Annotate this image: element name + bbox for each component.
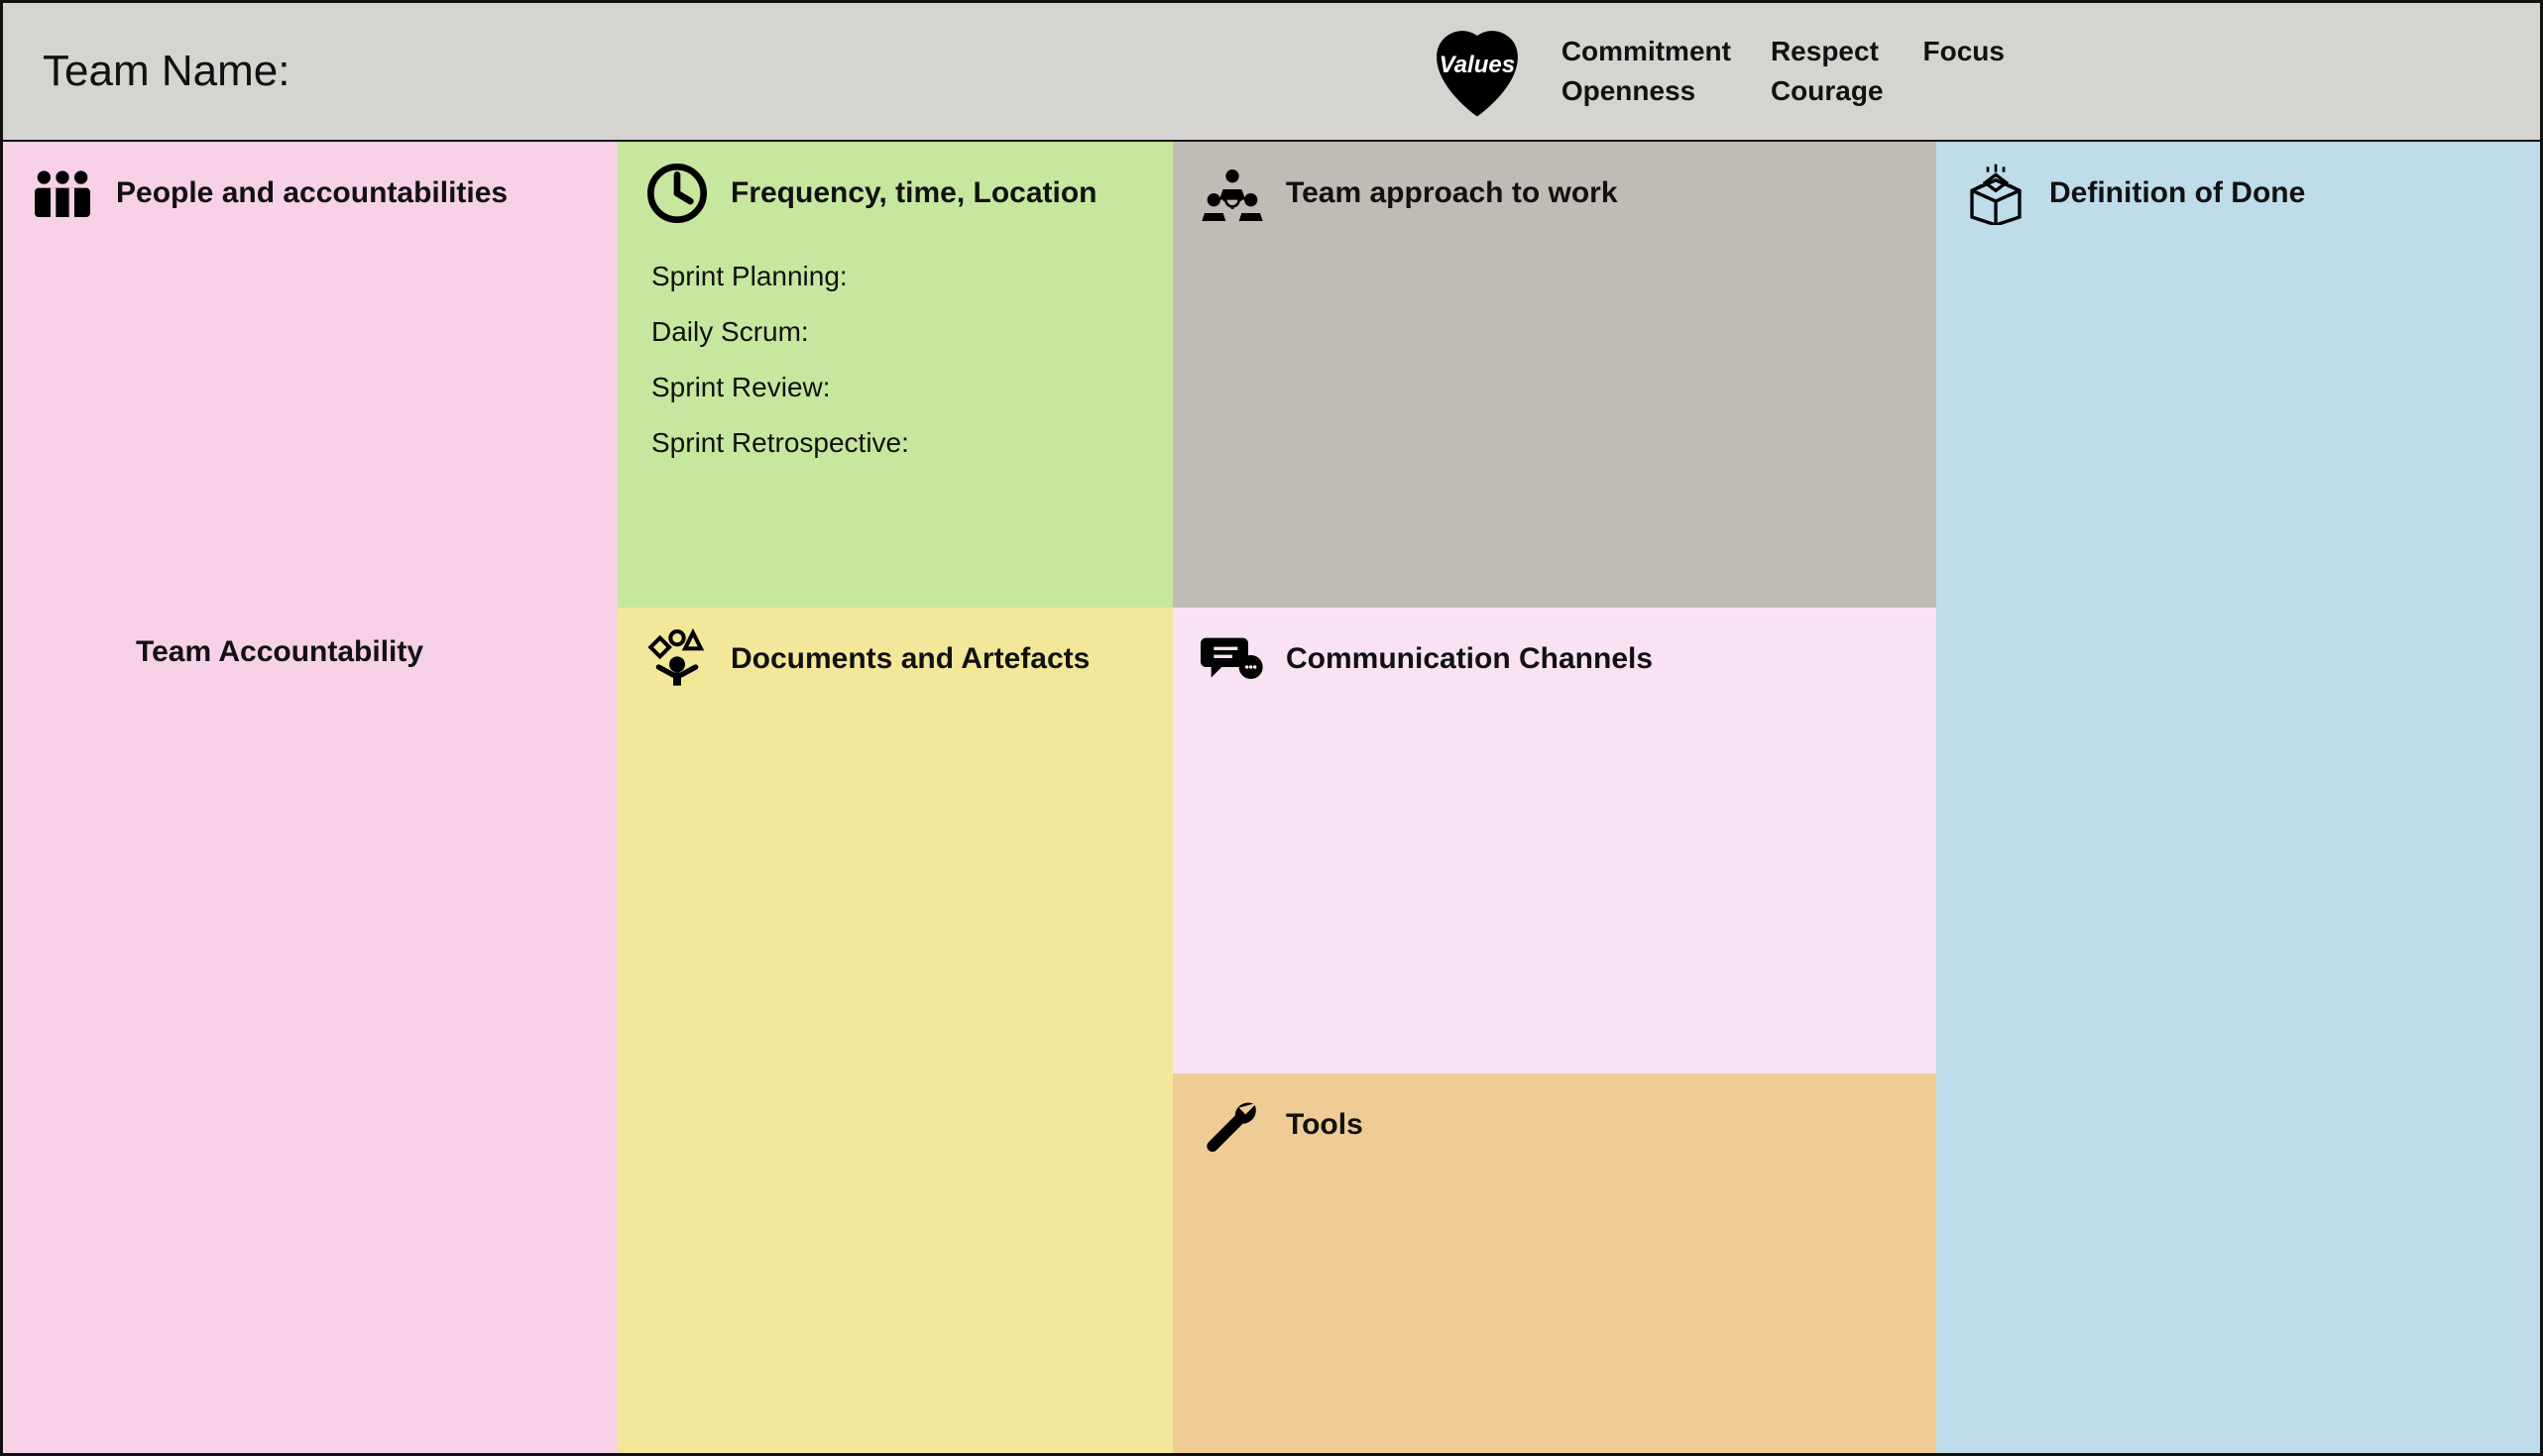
team-name-label: Team Name: (43, 47, 289, 96)
freq-item: Daily Scrum: (651, 304, 1145, 360)
value-item: Focus (1923, 36, 2005, 67)
cell-header: Definition of Done (1964, 162, 2512, 225)
juggle-icon (645, 627, 709, 691)
cell-people: People and accountabilities Team Account… (3, 142, 618, 1453)
cell-header: Documents and Artefacts (645, 627, 1145, 691)
cell-header: Team approach to work (1201, 162, 1908, 225)
cell-title: Documents and Artefacts (731, 642, 1090, 676)
value-item: Openness (1561, 75, 1731, 107)
values-block: Values Commitment Respect Focus Openness… (1423, 22, 2005, 121)
cell-title: Tools (1286, 1108, 1363, 1142)
cell-header: People and accountabilities (31, 162, 590, 225)
value-item: Courage (1771, 75, 1884, 107)
freq-item: Sprint Planning: (651, 249, 1145, 304)
people-icon (31, 162, 94, 225)
freq-item: Sprint Retrospective: (651, 415, 1145, 471)
chat-icon (1201, 627, 1264, 691)
cell-header: Tools (1201, 1093, 1908, 1157)
header-bar: Team Name: Values Commitment Respect Foc… (3, 3, 2540, 142)
cell-definition-of-done: Definition of Done (1936, 142, 2540, 1453)
cell-approach: Team approach to work (1173, 142, 1936, 608)
team-gear-icon (1201, 162, 1264, 225)
cell-header: Frequency, time, Location (645, 162, 1145, 225)
value-item: Respect (1771, 36, 1884, 67)
clock-icon (645, 162, 709, 225)
value-item (1923, 75, 2005, 107)
canvas-grid: People and accountabilities Team Account… (3, 142, 2540, 1453)
wrench-icon (1201, 1093, 1264, 1157)
box-diamond-icon (1964, 162, 2027, 225)
people-subheading: Team Accountability (31, 635, 590, 669)
freq-items: Sprint Planning: Daily Scrum: Sprint Rev… (645, 249, 1145, 471)
cell-title: Communication Channels (1286, 642, 1653, 676)
cell-title: Team approach to work (1286, 176, 1618, 210)
cell-header: Communication Channels (1201, 627, 1908, 691)
cell-title: Frequency, time, Location (731, 176, 1098, 210)
cell-title: People and accountabilities (116, 176, 508, 210)
cell-tools: Tools (1173, 1073, 1936, 1453)
value-item: Commitment (1561, 36, 1731, 67)
values-list: Commitment Respect Focus Openness Courag… (1561, 36, 2005, 107)
freq-item: Sprint Review: (651, 360, 1145, 415)
cell-title: Definition of Done (2049, 176, 2305, 210)
cell-frequency: Frequency, time, Location Sprint Plannin… (618, 142, 1173, 608)
team-canvas: Team Name: Values Commitment Respect Foc… (0, 0, 2543, 1456)
cell-documents: Documents and Artefacts (618, 608, 1173, 1453)
cell-communication: Communication Channels (1173, 608, 1936, 1073)
values-heart-icon: Values (1423, 22, 1532, 121)
values-heart-label: Values (1440, 52, 1516, 79)
